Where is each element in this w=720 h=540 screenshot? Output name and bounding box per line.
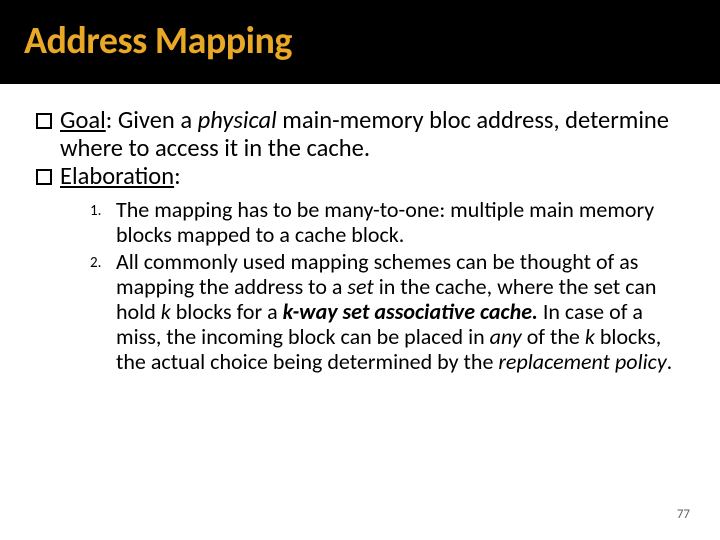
list-item: 1. The mapping has to be many-to-one: mu… [90, 197, 684, 247]
bullet-goal: Goal: Given a physical main-memory bloc … [36, 106, 684, 162]
t2-set: set [347, 273, 373, 300]
item-1-text: The mapping has to be many-to-one: multi… [116, 197, 684, 247]
elab-label: Elaboration [60, 161, 174, 191]
content-area: Goal: Given a physical main-memory bloc … [0, 84, 720, 374]
title-bar: Address Mapping [0, 0, 720, 84]
list-item: 2. All commonly used mapping schemes can… [90, 249, 684, 374]
goal-emph-physical: physical [198, 105, 277, 135]
t2-kway: k-way set associative cache. [283, 298, 538, 325]
t2-k1: k [161, 298, 171, 325]
numbered-list: 1. The mapping has to be many-to-one: mu… [90, 197, 684, 375]
page-number: 77 [677, 507, 690, 522]
bullet-elab-text: Elaboration: [60, 162, 181, 190]
t2-any: any [490, 323, 522, 350]
bullet-goal-text: Goal: Given a physical main-memory bloc … [60, 106, 684, 162]
slide-title: Address Mapping [24, 18, 696, 64]
t2-k2: k [585, 323, 595, 350]
item-number-2: 2. [90, 249, 116, 272]
t2-p3: blocks for a [171, 298, 283, 325]
elab-suffix: : [174, 161, 181, 191]
square-bullet-icon [36, 169, 52, 185]
square-bullet-icon [36, 113, 52, 129]
slide: Address Mapping Goal: Given a physical m… [0, 0, 720, 540]
item-number-1: 1. [90, 197, 116, 220]
t2-rep: replacement policy [498, 348, 666, 375]
bullet-elaboration: Elaboration: [36, 162, 684, 190]
goal-pre: : Given a [106, 105, 198, 135]
t2-p5: of the [522, 323, 585, 350]
item-2-text: All commonly used mapping schemes can be… [116, 249, 684, 374]
t2-p7: . [667, 348, 673, 375]
goal-label: Goal [60, 105, 106, 135]
